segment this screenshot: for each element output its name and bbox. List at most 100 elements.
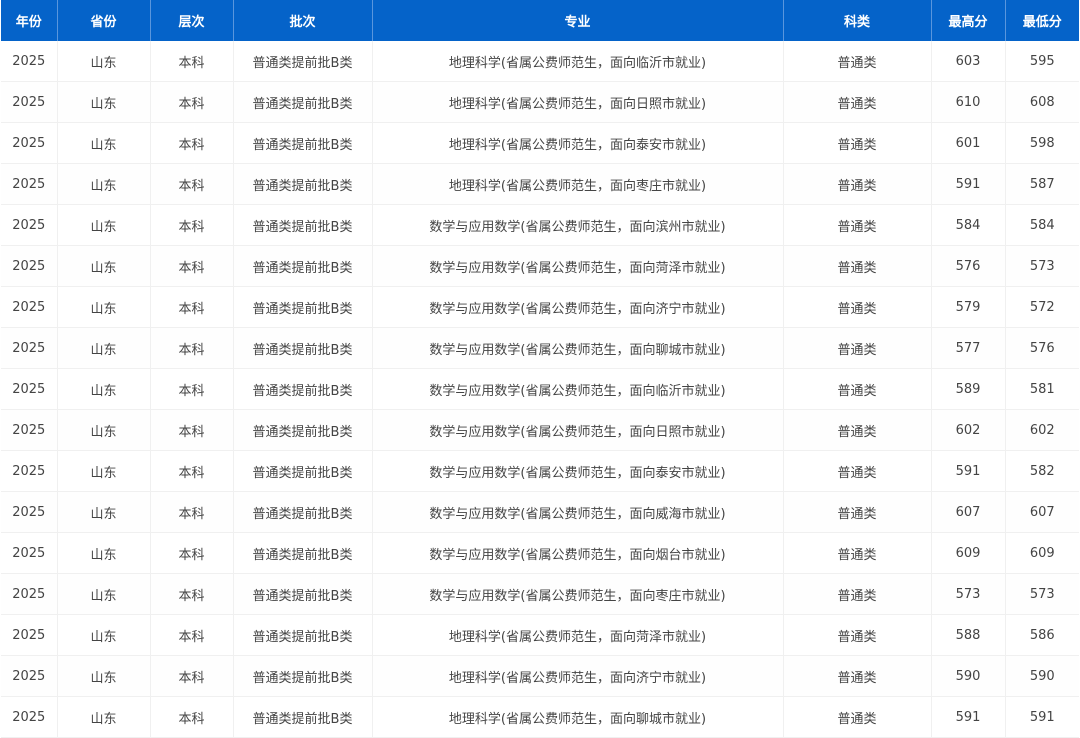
min-score-cell: 576 [1005, 327, 1079, 369]
category-cell: 普通类 [783, 122, 932, 164]
province-cell: 山东 [57, 245, 151, 287]
province-cell: 山东 [57, 163, 151, 205]
min-score-cell: 598 [1005, 122, 1079, 164]
category-cell: 普通类 [783, 81, 932, 123]
max-score-cell: 591 [931, 696, 1006, 738]
year-cell: 2025 [1, 532, 58, 574]
level-cell: 本科 [150, 327, 234, 369]
level-cell: 本科 [150, 573, 234, 615]
batch-cell: 普通类提前批B类 [233, 122, 373, 164]
major-cell: 数学与应用数学(省属公费师范生，面向临沂市就业) [372, 368, 784, 410]
table-body: 2025 山东 本科 普通类提前批B类 地理科学(省属公费师范生，面向临沂市就业) 普通类… [1, 41, 1079, 738]
province-cell: 山东 [57, 327, 151, 369]
province-cell: 山东 [57, 655, 151, 697]
province-cell: 山东 [57, 122, 151, 164]
min-score-cell: 586 [1005, 614, 1079, 656]
table-row: 2025 山东 本科 普通类提前批B类 数学与应用数学(省属公费师范生，面向济宁市就业)… [1, 286, 1079, 328]
max-score-cell: 601 [931, 122, 1006, 164]
table-row: 2025 山东 本科 普通类提前批B类 数学与应用数学(省属公费师范生，面向菏泽市就业)… [1, 245, 1079, 287]
column-header-min-score: 最低分 [1005, 0, 1079, 41]
batch-cell: 普通类提前批B类 [233, 245, 373, 287]
column-header-batch: 批次 [233, 0, 373, 41]
category-cell: 普通类 [783, 696, 932, 738]
year-cell: 2025 [1, 163, 58, 205]
year-cell: 2025 [1, 327, 58, 369]
max-score-cell: 610 [931, 81, 1006, 123]
min-score-cell: 595 [1005, 41, 1079, 82]
column-header-max-score: 最高分 [931, 0, 1006, 41]
batch-cell: 普通类提前批B类 [233, 368, 373, 410]
year-cell: 2025 [1, 655, 58, 697]
province-cell: 山东 [57, 41, 151, 82]
level-cell: 本科 [150, 122, 234, 164]
province-cell: 山东 [57, 368, 151, 410]
major-cell: 地理科学(省属公费师范生，面向济宁市就业) [372, 655, 784, 697]
year-cell: 2025 [1, 81, 58, 123]
batch-cell: 普通类提前批B类 [233, 573, 373, 615]
category-cell: 普通类 [783, 245, 932, 287]
min-score-cell: 609 [1005, 532, 1079, 574]
table-row: 2025 山东 本科 普通类提前批B类 数学与应用数学(省属公费师范生，面向威海市就业)… [1, 491, 1079, 533]
table-row: 2025 山东 本科 普通类提前批B类 地理科学(省属公费师范生，面向聊城市就业) 普通类… [1, 696, 1079, 738]
level-cell: 本科 [150, 245, 234, 287]
table-row: 2025 山东 本科 普通类提前批B类 地理科学(省属公费师范生，面向枣庄市就业) 普通类… [1, 163, 1079, 205]
table-row: 2025 山东 本科 普通类提前批B类 地理科学(省属公费师范生，面向菏泽市就业) 普通类… [1, 614, 1079, 656]
batch-cell: 普通类提前批B类 [233, 491, 373, 533]
max-score-cell: 609 [931, 532, 1006, 574]
batch-cell: 普通类提前批B类 [233, 327, 373, 369]
column-header-province: 省份 [57, 0, 151, 41]
table-row: 2025 山东 本科 普通类提前批B类 数学与应用数学(省属公费师范生，面向临沂市就业)… [1, 368, 1079, 410]
max-score-cell: 579 [931, 286, 1006, 328]
major-cell: 地理科学(省属公费师范生，面向临沂市就业) [372, 41, 784, 82]
table-row: 2025 山东 本科 普通类提前批B类 数学与应用数学(省属公费师范生，面向枣庄市就业)… [1, 573, 1079, 615]
year-cell: 2025 [1, 491, 58, 533]
level-cell: 本科 [150, 81, 234, 123]
level-cell: 本科 [150, 163, 234, 205]
province-cell: 山东 [57, 204, 151, 246]
min-score-cell: 590 [1005, 655, 1079, 697]
batch-cell: 普通类提前批B类 [233, 41, 373, 82]
max-score-cell: 590 [931, 655, 1006, 697]
batch-cell: 普通类提前批B类 [233, 204, 373, 246]
batch-cell: 普通类提前批B类 [233, 409, 373, 451]
province-cell: 山东 [57, 286, 151, 328]
major-cell: 数学与应用数学(省属公费师范生，面向滨州市就业) [372, 204, 784, 246]
level-cell: 本科 [150, 532, 234, 574]
max-score-cell: 603 [931, 41, 1006, 82]
max-score-cell: 591 [931, 163, 1006, 205]
max-score-cell: 607 [931, 491, 1006, 533]
table-row: 2025 山东 本科 普通类提前批B类 地理科学(省属公费师范生，面向日照市就业) 普通类… [1, 81, 1079, 123]
category-cell: 普通类 [783, 409, 932, 451]
batch-cell: 普通类提前批B类 [233, 81, 373, 123]
major-cell: 地理科学(省属公费师范生，面向菏泽市就业) [372, 614, 784, 656]
column-header-major: 专业 [372, 0, 784, 41]
year-cell: 2025 [1, 573, 58, 615]
category-cell: 普通类 [783, 286, 932, 328]
major-cell: 地理科学(省属公费师范生，面向日照市就业) [372, 81, 784, 123]
level-cell: 本科 [150, 41, 234, 82]
year-cell: 2025 [1, 450, 58, 492]
major-cell: 数学与应用数学(省属公费师范生，面向聊城市就业) [372, 327, 784, 369]
table-row: 2025 山东 本科 普通类提前批B类 数学与应用数学(省属公费师范生，面向聊城市就业)… [1, 327, 1079, 369]
category-cell: 普通类 [783, 450, 932, 492]
table-row: 2025 山东 本科 普通类提前批B类 地理科学(省属公费师范生，面向济宁市就业) 普通类… [1, 655, 1079, 697]
major-cell: 数学与应用数学(省属公费师范生，面向威海市就业) [372, 491, 784, 533]
category-cell: 普通类 [783, 532, 932, 574]
min-score-cell: 573 [1005, 573, 1079, 615]
level-cell: 本科 [150, 655, 234, 697]
year-cell: 2025 [1, 368, 58, 410]
category-cell: 普通类 [783, 573, 932, 615]
category-cell: 普通类 [783, 614, 932, 656]
province-cell: 山东 [57, 81, 151, 123]
max-score-cell: 576 [931, 245, 1006, 287]
category-cell: 普通类 [783, 41, 932, 82]
batch-cell: 普通类提前批B类 [233, 696, 373, 738]
year-cell: 2025 [1, 614, 58, 656]
batch-cell: 普通类提前批B类 [233, 286, 373, 328]
min-score-cell: 591 [1005, 696, 1079, 738]
table-row: 2025 山东 本科 普通类提前批B类 数学与应用数学(省属公费师范生，面向泰安市就业)… [1, 450, 1079, 492]
batch-cell: 普通类提前批B类 [233, 655, 373, 697]
year-cell: 2025 [1, 286, 58, 328]
column-header-level: 层次 [150, 0, 234, 41]
